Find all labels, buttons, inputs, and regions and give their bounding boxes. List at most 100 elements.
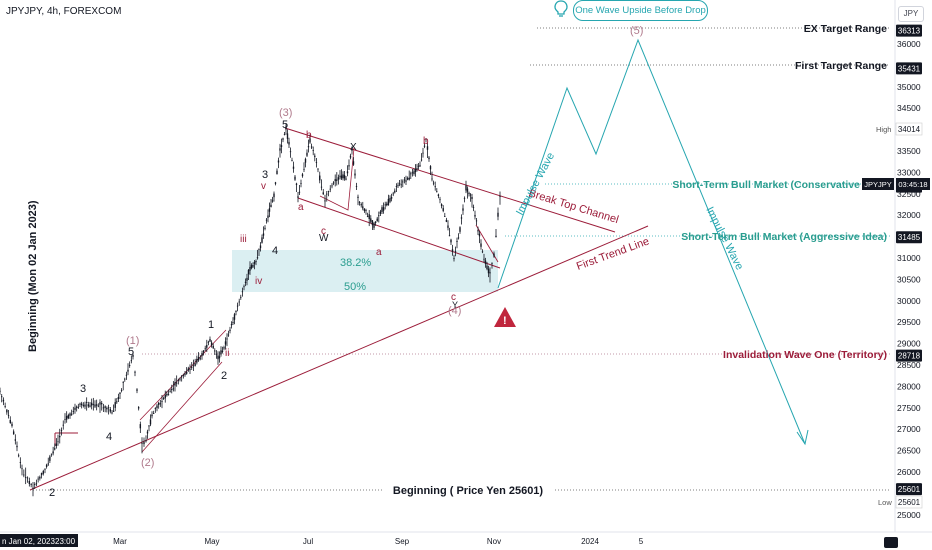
candle <box>451 249 454 252</box>
candle <box>85 402 88 403</box>
candle <box>483 258 485 260</box>
candle <box>106 407 108 410</box>
candle <box>232 322 234 324</box>
candle <box>114 402 116 408</box>
candle <box>206 344 208 348</box>
time-tick: Jul <box>303 537 313 546</box>
candle <box>240 296 242 298</box>
first-target-tag: 35431 <box>898 64 921 73</box>
candle <box>49 456 51 461</box>
wave-sub-4a: 4 <box>106 431 112 443</box>
candle <box>268 208 271 212</box>
candle <box>185 371 188 374</box>
candle <box>201 353 203 357</box>
wave-5-major: (5) <box>630 25 643 37</box>
fib-50-label: 50% <box>344 281 366 293</box>
candle <box>417 165 420 167</box>
candle <box>298 191 301 193</box>
candle <box>182 375 185 376</box>
candle <box>303 168 305 170</box>
candle <box>331 185 333 187</box>
candle <box>337 177 340 180</box>
candle <box>463 197 466 199</box>
candle <box>127 369 129 372</box>
candle <box>40 473 43 476</box>
candle <box>172 388 175 390</box>
countdown-bg <box>896 178 930 190</box>
candle <box>120 390 123 391</box>
candle <box>162 398 165 399</box>
candle <box>45 464 48 467</box>
wave-4-major: (4) <box>448 305 461 317</box>
wave-y: Y <box>452 300 458 310</box>
aggressive-tag-bg <box>896 231 922 244</box>
candle <box>398 183 401 185</box>
candle <box>249 267 251 271</box>
candle <box>7 415 10 417</box>
candle <box>352 161 355 165</box>
candle <box>79 403 81 405</box>
candle <box>149 419 152 425</box>
candle <box>37 478 39 480</box>
candle <box>422 152 424 154</box>
aggressive-label: Short-Term Bull Market (Aggressive Idea) <box>681 231 887 243</box>
wave-b2: b <box>423 136 429 147</box>
candle <box>252 265 254 267</box>
candle <box>484 260 487 264</box>
low-caption: Low <box>878 498 892 507</box>
candle <box>291 160 293 162</box>
wave-roman-ii: ii <box>225 348 229 359</box>
candle <box>122 382 124 383</box>
price-tick: 25000 <box>897 510 921 520</box>
candle <box>192 365 195 367</box>
candle <box>179 378 181 380</box>
candle <box>154 408 157 410</box>
candle <box>128 365 131 366</box>
candle <box>215 353 218 355</box>
candle <box>326 193 328 195</box>
candle <box>117 397 120 400</box>
candle <box>381 207 383 212</box>
current-symbol-bg <box>862 178 894 190</box>
candle <box>497 212 499 217</box>
candle <box>28 480 31 484</box>
candle <box>70 413 73 415</box>
wave-sub-2b: 2 <box>221 370 227 382</box>
candle <box>82 404 85 406</box>
candle <box>309 138 311 143</box>
currency-badge[interactable]: JPY <box>898 6 924 22</box>
candle <box>499 196 501 197</box>
candle <box>265 219 268 221</box>
wave-a1: a <box>298 202 304 213</box>
candle <box>223 347 225 349</box>
candle <box>197 357 200 361</box>
candle <box>152 413 155 415</box>
price-tick: 33500 <box>897 146 921 156</box>
candle <box>420 159 423 161</box>
price-tick: 34500 <box>897 103 921 113</box>
candle <box>0 390 1 392</box>
candle <box>134 371 136 373</box>
candle <box>355 186 358 187</box>
candle <box>459 227 461 232</box>
candle <box>164 394 166 399</box>
candle <box>59 435 61 438</box>
candle <box>256 257 259 259</box>
high-tag-bg <box>895 122 923 136</box>
wave-roman-v: v <box>261 181 266 192</box>
tip-box: One Wave Upside Before Drop <box>573 0 708 21</box>
symbol-header[interactable]: JPYJPY, 4h, FOREXCOM <box>6 6 122 17</box>
candle <box>411 172 414 174</box>
candle <box>116 401 118 403</box>
candle <box>474 214 476 217</box>
wave-2-major: (2) <box>141 457 154 469</box>
first-trend-line <box>29 225 649 491</box>
first-target-tag-bg <box>896 62 922 75</box>
candle <box>431 178 433 180</box>
fib-382-label: 38.2% <box>340 257 371 269</box>
candle <box>322 192 324 195</box>
candle <box>235 310 237 312</box>
candle <box>295 183 298 185</box>
ex-target-tag-bg <box>896 24 922 37</box>
